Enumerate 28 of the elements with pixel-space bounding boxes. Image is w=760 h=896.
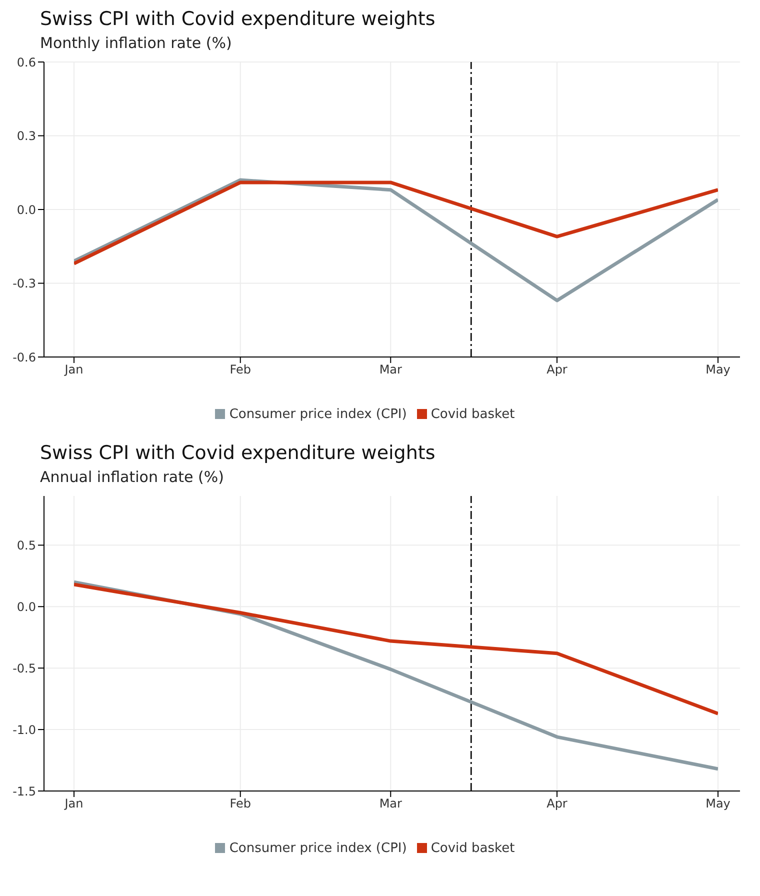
y-tick-label: -1.5 [12,784,36,798]
y-tick-label: 0.6 [16,55,36,70]
y-tick-label: -0.6 [12,350,36,364]
y-tick-label: 0.3 [16,129,36,144]
x-tick-label: Feb [230,362,251,377]
x-tick-label: Feb [230,796,251,811]
x-tick-label: Mar [379,796,402,811]
x-tick-label: Jan [64,796,84,811]
chart-title: Swiss CPI with Covid expenditure weights [40,8,436,30]
legend-label: Covid basket [430,841,515,856]
y-tick-label: -0.5 [12,661,36,676]
x-tick-label: May [706,796,730,811]
chart-title: Swiss CPI with Covid expenditure weights [40,442,436,464]
chart-subtitle: Monthly inflation rate (%) [40,34,233,52]
y-tick-label: 0.5 [16,538,36,552]
legend-label: Consumer price index (CPI) [229,841,407,856]
legend-label: Consumer price index (CPI) [229,407,407,422]
x-tick-label: Apr [546,362,568,377]
x-tick-label: Mar [379,362,402,377]
chart-subtitle: Annual inflation rate (%) [40,468,225,486]
legend-label: Covid basket [430,407,515,422]
x-tick-label: Apr [546,796,568,811]
x-tick-label: May [706,362,730,377]
x-tick-label: Jan [64,362,84,377]
y-tick-label: 0.0 [16,600,36,614]
y-tick-label: -1.0 [12,722,36,737]
y-tick-label: -0.3 [12,276,36,291]
y-tick-label: 0.0 [16,202,36,217]
